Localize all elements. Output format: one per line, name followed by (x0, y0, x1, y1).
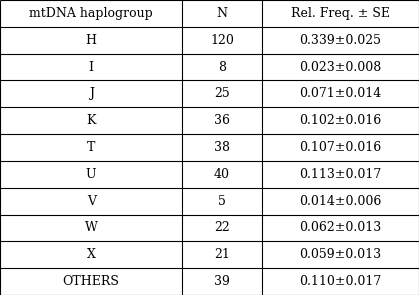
Text: T: T (87, 141, 95, 154)
Text: 25: 25 (214, 87, 230, 100)
Text: 8: 8 (218, 60, 226, 73)
Text: 120: 120 (210, 34, 234, 47)
Text: mtDNA haplogroup: mtDNA haplogroup (29, 7, 153, 20)
Text: 39: 39 (214, 275, 230, 288)
Text: 21: 21 (214, 248, 230, 261)
Text: J: J (89, 87, 93, 100)
Text: 40: 40 (214, 168, 230, 181)
Text: V: V (87, 195, 96, 208)
Text: 0.062±0.013: 0.062±0.013 (299, 222, 382, 235)
Text: H: H (85, 34, 97, 47)
Text: 22: 22 (214, 222, 230, 235)
Text: 0.107±0.016: 0.107±0.016 (299, 141, 382, 154)
Text: I: I (89, 60, 93, 73)
Text: 36: 36 (214, 114, 230, 127)
Text: OTHERS: OTHERS (63, 275, 119, 288)
Text: 5: 5 (218, 195, 226, 208)
Text: N: N (217, 7, 228, 20)
Text: 0.023±0.008: 0.023±0.008 (299, 60, 382, 73)
Text: 0.339±0.025: 0.339±0.025 (300, 34, 381, 47)
Text: 0.102±0.016: 0.102±0.016 (299, 114, 382, 127)
Text: K: K (86, 114, 96, 127)
Text: Rel. Freq. ± SE: Rel. Freq. ± SE (291, 7, 390, 20)
Text: 0.071±0.014: 0.071±0.014 (299, 87, 382, 100)
Text: X: X (87, 248, 96, 261)
Text: 38: 38 (214, 141, 230, 154)
Text: U: U (86, 168, 96, 181)
Text: 0.113±0.017: 0.113±0.017 (299, 168, 382, 181)
Text: 0.059±0.013: 0.059±0.013 (299, 248, 382, 261)
Text: W: W (85, 222, 98, 235)
Text: 0.014±0.006: 0.014±0.006 (299, 195, 382, 208)
Text: 0.110±0.017: 0.110±0.017 (299, 275, 382, 288)
